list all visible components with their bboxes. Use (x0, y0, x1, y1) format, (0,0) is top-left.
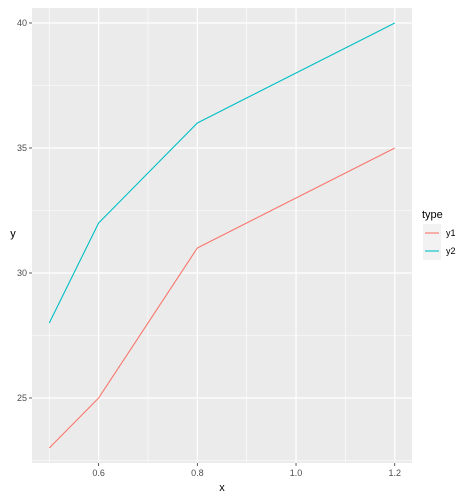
y-axis: 25 30 35 40 (17, 18, 32, 403)
y-tick-label: 40 (17, 18, 27, 28)
legend-label-y1: y1 (446, 228, 456, 238)
series-line-y1 (48, 147, 395, 449)
major-gridlines (32, 8, 412, 463)
y-tick-label: 25 (17, 393, 27, 403)
x-tick-label: 0.8 (191, 468, 204, 478)
series-line-y2 (48, 22, 395, 324)
x-axis-title: x (219, 482, 225, 494)
minor-gridlines (32, 8, 412, 463)
x-tick-label: 1.2 (388, 468, 401, 478)
y-tick-label: 35 (17, 143, 27, 153)
legend-keys: y1 y2 (423, 224, 456, 260)
legend-label-y2: y2 (446, 246, 456, 256)
series-lines (48, 22, 395, 449)
x-axis: 0.6 0.8 1.0 1.2 (92, 463, 401, 478)
legend: type y1 y2 (422, 209, 456, 260)
y-axis-title: y (10, 228, 16, 240)
legend-title: type (422, 209, 443, 221)
x-tick-label: 0.6 (92, 468, 105, 478)
y-tick-label: 30 (17, 268, 27, 278)
x-tick-label: 1.0 (290, 468, 303, 478)
